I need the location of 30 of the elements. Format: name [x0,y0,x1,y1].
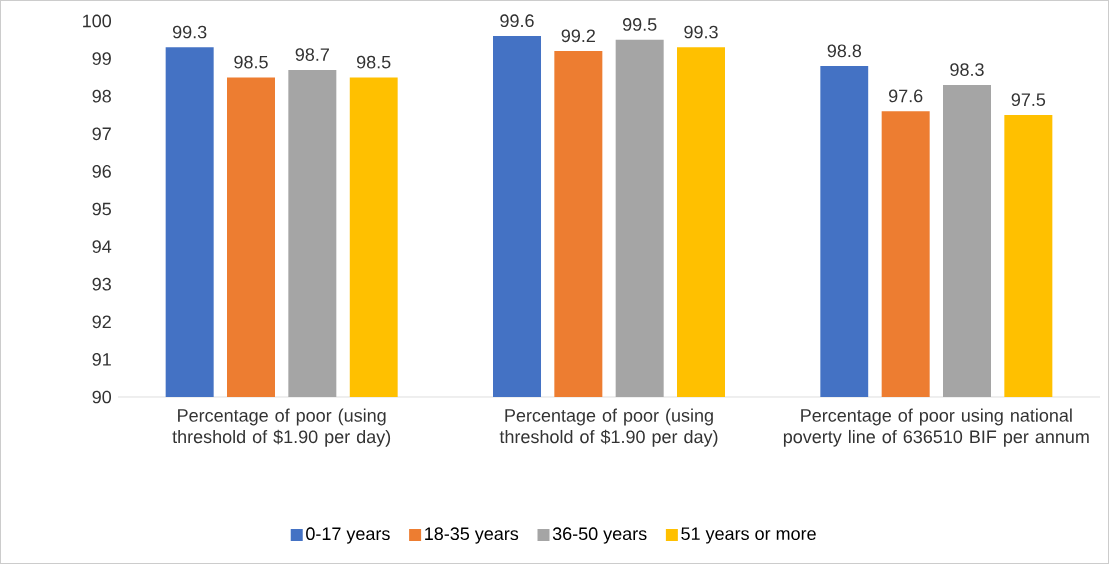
legend-label: 51 years or more [681,527,816,544]
y-tick-label: 91 [92,353,111,366]
legend-label: 18-35 years [425,527,519,544]
data-label: 98.7 [295,48,329,61]
data-label: 99.2 [561,29,595,43]
y-tick-label: 98 [92,89,111,103]
legend-label: 0-17 years [306,527,390,544]
data-label: 99.6 [500,14,534,28]
data-label: 99.3 [684,25,718,39]
x-tick-label: Percentage of poor (using threshold of $1.90 per day) [499,408,718,447]
x-tick-label: Percentage of poor using national poverty line of 636510 BIF per annum [783,408,1089,447]
x-tick-label: Percentage of poor (using threshold of $1.90 per day) [172,408,391,447]
y-tick-label: 97 [92,127,111,141]
y-tick-label: 96 [92,165,111,178]
data-label: 99.5 [622,18,657,31]
legend-label: 36-50 years [552,527,647,544]
y-tick-label: 93 [92,277,111,291]
y-tick-label: 92 [92,315,111,329]
data-label: 98.5 [234,55,268,69]
y-tick-label: 95 [92,202,111,216]
y-tick-label: 99 [92,52,111,65]
y-tick-label: 100 [83,14,112,28]
y-tick-label: 94 [92,240,112,253]
data-label: 98.8 [827,44,862,58]
data-label: 98.5 [356,55,391,69]
data-label: 99.3 [172,25,207,39]
data-label: 98.3 [950,63,984,76]
data-label: 97.5 [1011,93,1046,107]
data-label: 97.6 [888,89,923,103]
y-tick-label: 90 [92,390,112,404]
